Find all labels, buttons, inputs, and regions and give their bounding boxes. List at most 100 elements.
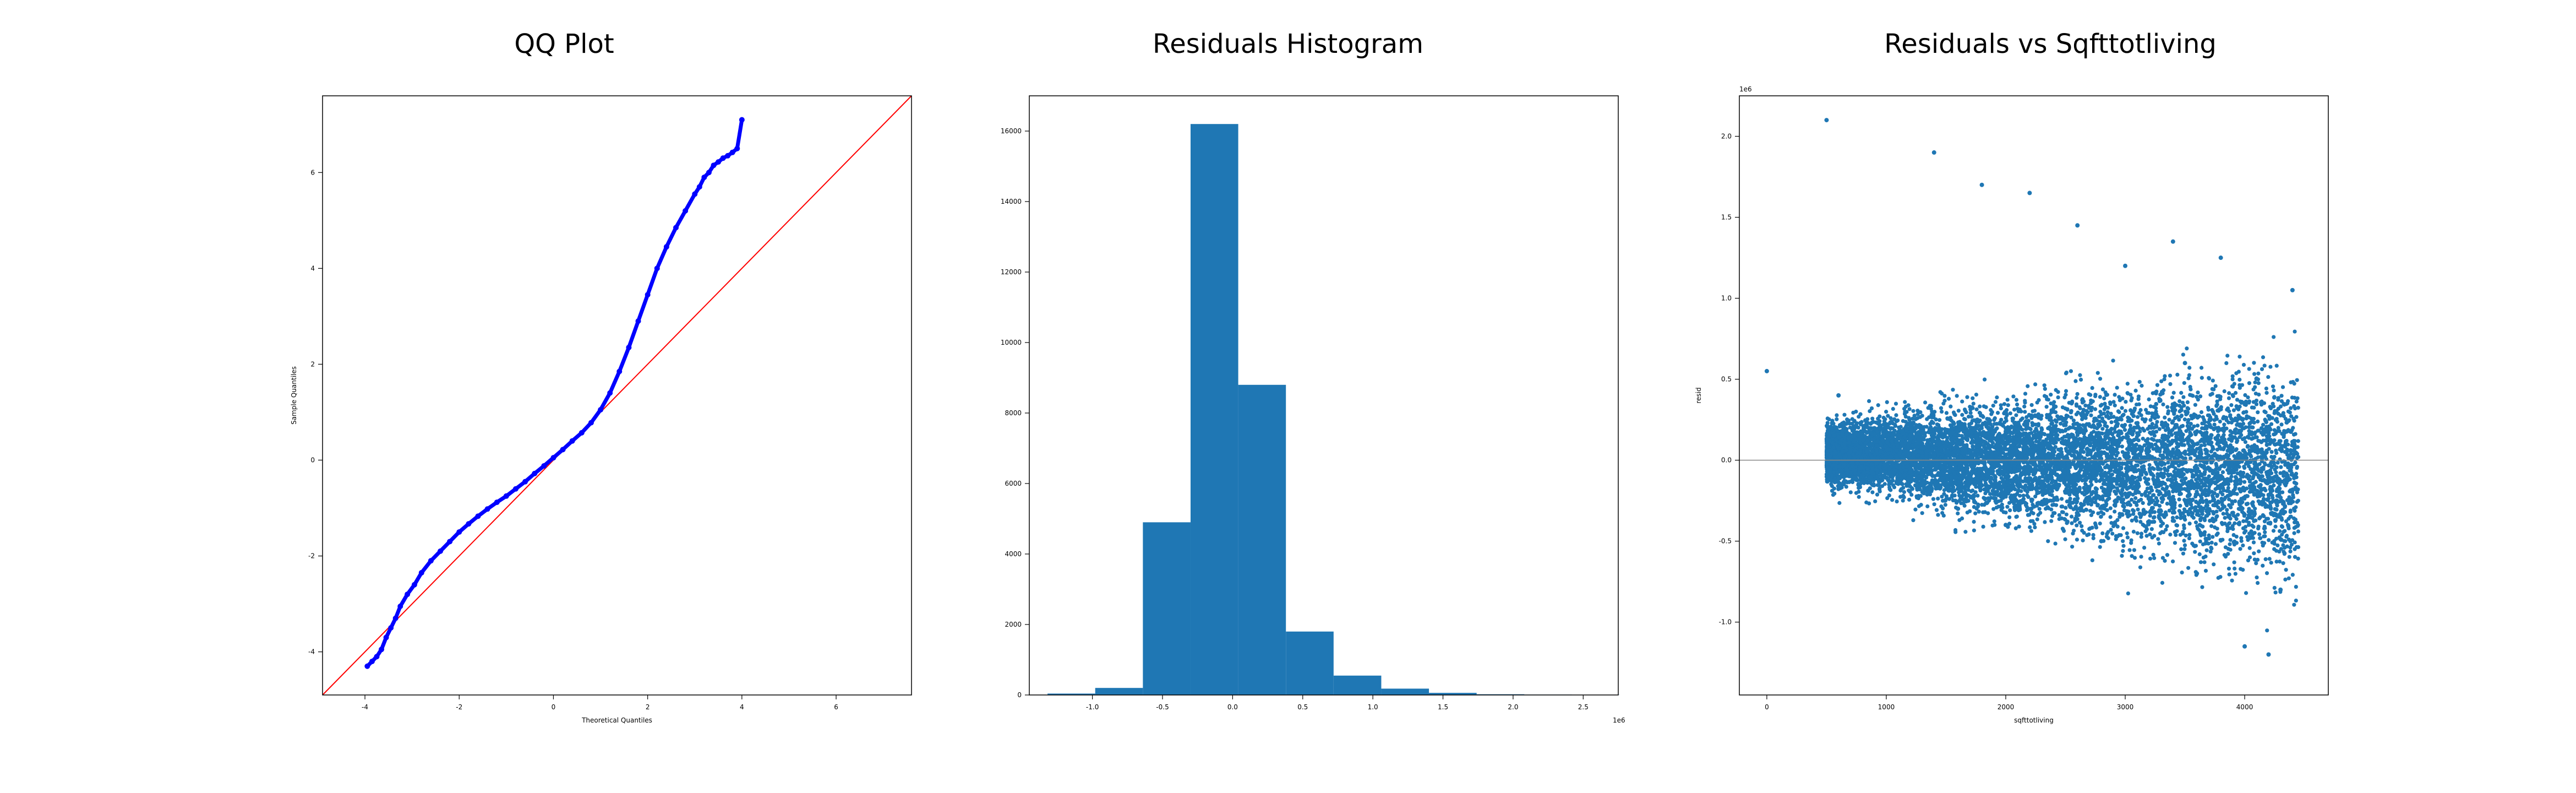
- residual-cloud-point: [2292, 602, 2296, 607]
- qq-ytick-label-3: 2: [310, 360, 315, 368]
- residuals-scatter-svg: 0 1000 2000 3000 4000-1.0-0.50.00.51.01.52.0…: [1695, 85, 2329, 724]
- residual-cloud-point: [2155, 439, 2159, 443]
- residual-cloud-point: [2199, 366, 2204, 370]
- qq-point-6: [392, 615, 399, 621]
- residual-cloud-point: [1988, 492, 1993, 496]
- residual-cloud-point: [2295, 378, 2299, 382]
- qq-point-32: [626, 344, 632, 350]
- residual-cloud-point: [2243, 393, 2247, 398]
- qq-point-8: [405, 591, 411, 598]
- residual-cloud-point: [2173, 541, 2177, 545]
- qq-point-21: [522, 479, 528, 485]
- qq-xtick-label-4: 4: [740, 703, 744, 711]
- residual-cloud-point: [2060, 497, 2064, 501]
- qq-point-11: [428, 558, 434, 564]
- qq-xtick-label-2: 0: [552, 703, 556, 711]
- residual-cloud-point: [2193, 403, 2198, 407]
- residual-cloud-point: [2159, 422, 2164, 427]
- qq-point-22: [532, 470, 538, 476]
- residual-cloud-point: [1882, 482, 1887, 486]
- residual-cloud-point: [1911, 518, 1915, 523]
- qq-point-29: [598, 407, 604, 413]
- residual-cloud-point: [2271, 498, 2275, 503]
- residual-cloud-point: [2223, 515, 2227, 520]
- residual-cloud-point: [2151, 552, 2155, 557]
- residual-cloud-point: [2197, 414, 2202, 419]
- residual-cloud-point: [1939, 406, 1944, 410]
- qq-point-5: [388, 625, 394, 631]
- residual-cloud-point: [1844, 485, 1848, 489]
- qq-point-33: [635, 318, 641, 324]
- residual-cloud-point: [2082, 478, 2087, 482]
- residual-cloud: [1824, 329, 2301, 633]
- residual-cloud-point: [2105, 410, 2110, 415]
- residual-cloud-point: [1971, 396, 1975, 400]
- residual-cloud-point: [2216, 505, 2220, 510]
- residual-cloud-point: [2074, 412, 2078, 417]
- residual-cloud-point: [2252, 361, 2256, 365]
- qq-point-28: [588, 420, 594, 426]
- residual-cloud-point: [2179, 390, 2184, 395]
- residual-cloud-point: [1975, 493, 1980, 498]
- residual-cloud-point: [2254, 561, 2258, 566]
- residual-cloud-point: [2145, 486, 2150, 491]
- residual-cloud-point: [2292, 531, 2296, 535]
- residual-cloud-point: [2070, 521, 2074, 525]
- residual-cloud-point: [2160, 486, 2165, 491]
- hist-xtick-label-3: 0.5: [1297, 703, 1308, 711]
- hist-ytick-label-6: 12000: [1001, 268, 1022, 276]
- residual-cloud-point: [1996, 504, 2001, 509]
- residual-cloud-point: [2089, 513, 2094, 517]
- qq-xlabel: Theoretical Quantiles: [581, 716, 652, 724]
- qq-point-17: [484, 506, 490, 512]
- residual-cloud-point: [2155, 383, 2160, 387]
- residual-cloud-point: [2116, 409, 2121, 414]
- qq-point-3: [379, 647, 384, 653]
- hist-ytick-label-4: 8000: [1005, 409, 1022, 417]
- residual-cloud-point: [2278, 413, 2283, 417]
- residual-cloud-point: [2044, 405, 2049, 409]
- residual-cloud-point: [2049, 393, 2053, 397]
- residual-cloud-point: [2289, 414, 2294, 419]
- residual-cloud-point: [1981, 524, 1985, 529]
- residual-cloud-point: [2282, 552, 2286, 556]
- residual-cloud-point: [2209, 460, 2214, 465]
- residual-cloud-point: [1999, 498, 2003, 503]
- residual-cloud-point: [1889, 416, 1893, 420]
- qq-point-2: [374, 654, 380, 660]
- residual-cloud-point: [2142, 545, 2147, 550]
- residual-cloud-point: [2197, 552, 2202, 557]
- residual-cloud-point: [2074, 402, 2079, 406]
- qq-point-34: [645, 292, 651, 298]
- residual-cloud-point: [2230, 384, 2235, 388]
- residual-cloud-point: [2130, 554, 2134, 558]
- residual-cloud-point: [2175, 529, 2179, 534]
- qq-xtick-label-1: -2: [456, 703, 462, 711]
- residual-cloud-point: [1857, 495, 1861, 499]
- residual-cloud-point: [2182, 543, 2187, 547]
- qq-point-9: [411, 582, 417, 588]
- residual-cloud-point: [2272, 428, 2277, 432]
- residual-cloud-point: [2196, 390, 2200, 395]
- residual-cloud-point: [2152, 467, 2156, 471]
- qq-point-38: [683, 208, 689, 214]
- residual-cloud-point: [2046, 539, 2050, 544]
- qq-point-46: [725, 153, 731, 159]
- residual-cloud-point: [1965, 395, 1969, 399]
- residual-cloud-point: [2129, 538, 2133, 542]
- residual-cloud-point: [2067, 400, 2071, 405]
- residual-cloud-point: [2187, 536, 2192, 541]
- qq-ytick-label-1: -2: [308, 552, 315, 560]
- residual-cloud-point: [2278, 560, 2282, 564]
- residual-cloud-point: [2093, 393, 2098, 397]
- qq-point-10: [418, 570, 424, 576]
- residual-cloud-point: [1974, 407, 1979, 411]
- histogram-bar-8: [1429, 693, 1477, 695]
- residual-cloud-point: [2182, 417, 2187, 422]
- residual-cloud-point: [2233, 521, 2237, 525]
- residual-cloud-point: [2024, 504, 2029, 509]
- residual-cloud-point: [1982, 404, 1986, 409]
- residual-cloud-point: [2170, 420, 2174, 425]
- residual-cloud-point: [2011, 394, 2016, 399]
- residual-cloud-point: [2227, 409, 2231, 414]
